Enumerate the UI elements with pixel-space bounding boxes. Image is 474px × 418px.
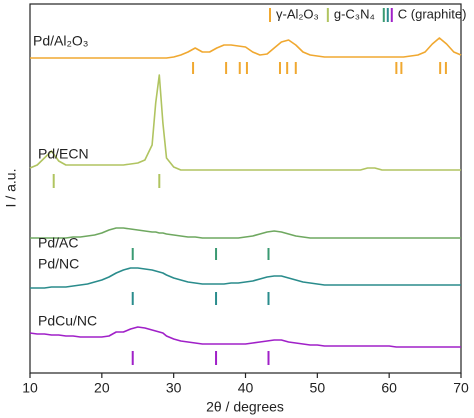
xrd-curve <box>30 267 461 289</box>
x-tick-label: 10 <box>22 380 38 396</box>
series-label: Pd/AC <box>38 235 78 251</box>
x-tick-label: 20 <box>94 380 110 396</box>
x-axis-label: 2θ / degrees <box>206 399 284 415</box>
legend-label: C (graphite) <box>398 6 467 21</box>
x-tick-label: 50 <box>310 380 326 396</box>
series-label: PdCu/NC <box>38 313 97 329</box>
y-axis-label: I / a.u. <box>3 169 19 208</box>
series-label: Pd/Al₂O₃ <box>33 33 89 49</box>
series-label: Pd/NC <box>38 256 79 272</box>
xrd-curve <box>29 74 461 171</box>
xrd-curve <box>30 37 462 59</box>
series-label: Pd/ECN <box>38 146 89 162</box>
legend-label: γ-Al₂O₃ <box>276 6 319 21</box>
x-tick-label: 40 <box>238 380 254 396</box>
legend-label: g-C₃N₄ <box>334 6 375 21</box>
xrd-curve <box>29 326 461 348</box>
xrd-curve <box>30 227 461 239</box>
x-tick-label: 70 <box>453 380 469 396</box>
x-tick-label: 30 <box>166 380 182 396</box>
x-tick-label: 60 <box>381 380 397 396</box>
